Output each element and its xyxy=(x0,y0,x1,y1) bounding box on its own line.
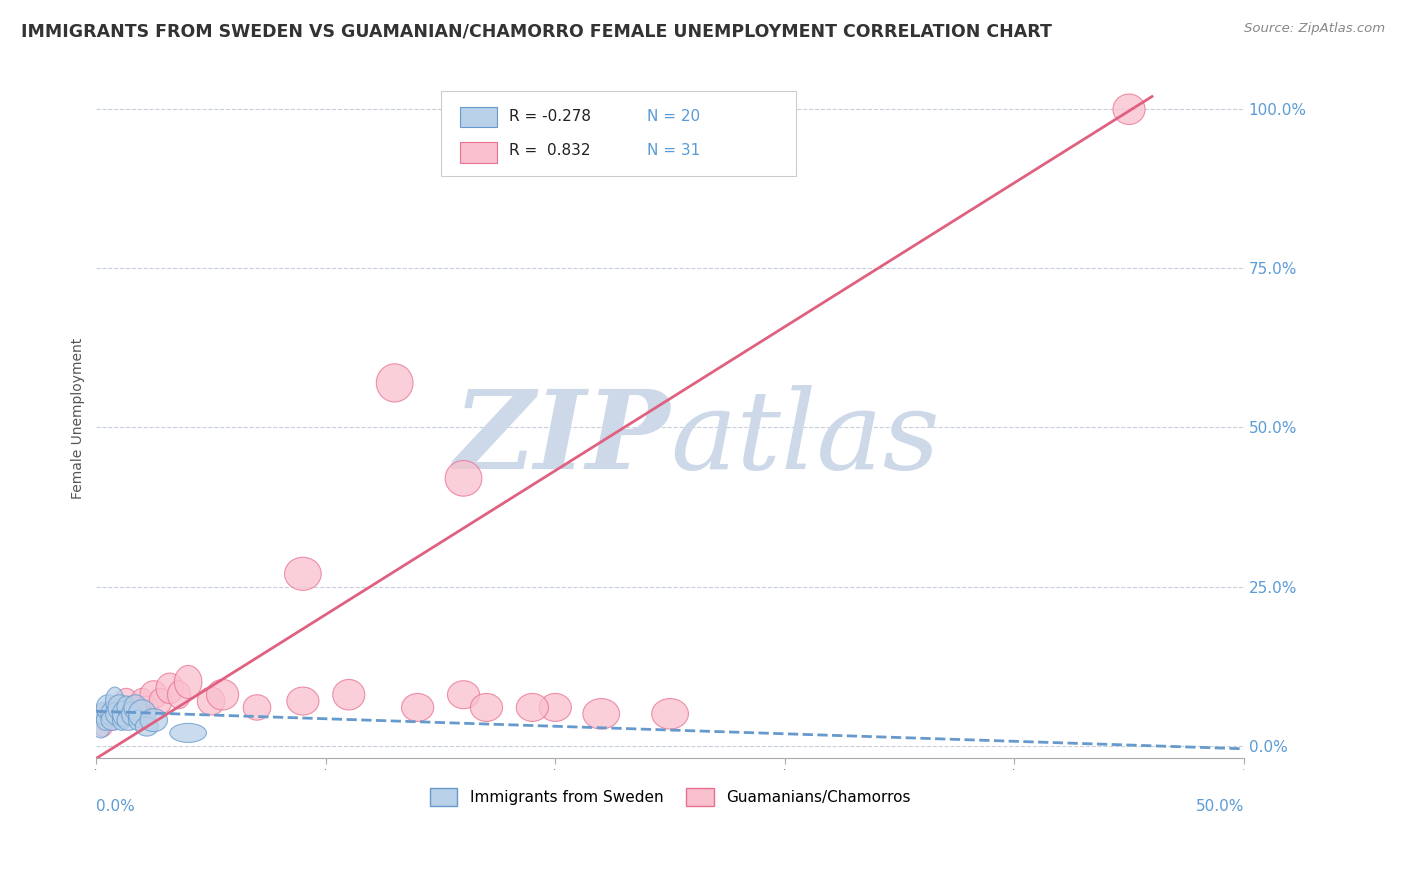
Ellipse shape xyxy=(446,460,482,496)
Text: 0.0%: 0.0% xyxy=(97,799,135,814)
Text: Source: ZipAtlas.com: Source: ZipAtlas.com xyxy=(1244,22,1385,36)
Ellipse shape xyxy=(94,716,112,737)
Ellipse shape xyxy=(128,704,146,724)
Ellipse shape xyxy=(108,695,131,720)
Ellipse shape xyxy=(287,687,319,715)
Text: 50.0%: 50.0% xyxy=(1195,799,1244,814)
Ellipse shape xyxy=(402,693,433,722)
Ellipse shape xyxy=(167,681,190,709)
Ellipse shape xyxy=(149,689,172,714)
Ellipse shape xyxy=(135,717,159,736)
Legend: Immigrants from Sweden, Guamanians/Chamorros: Immigrants from Sweden, Guamanians/Chamo… xyxy=(423,782,917,812)
Ellipse shape xyxy=(121,696,145,719)
Ellipse shape xyxy=(243,695,271,720)
Ellipse shape xyxy=(97,695,120,720)
Text: IMMIGRANTS FROM SWEDEN VS GUAMANIAN/CHAMORRO FEMALE UNEMPLOYMENT CORRELATION CHA: IMMIGRANTS FROM SWEDEN VS GUAMANIAN/CHAM… xyxy=(21,22,1052,40)
Ellipse shape xyxy=(117,696,135,719)
Ellipse shape xyxy=(91,715,110,738)
FancyBboxPatch shape xyxy=(440,91,796,177)
Ellipse shape xyxy=(156,673,184,704)
Y-axis label: Female Unemployment: Female Unemployment xyxy=(72,337,86,499)
Ellipse shape xyxy=(101,702,120,725)
Ellipse shape xyxy=(540,693,571,722)
Ellipse shape xyxy=(197,687,225,715)
Ellipse shape xyxy=(174,665,202,698)
Ellipse shape xyxy=(131,689,153,714)
Ellipse shape xyxy=(112,701,135,726)
Ellipse shape xyxy=(471,693,502,722)
Ellipse shape xyxy=(103,710,121,731)
Ellipse shape xyxy=(97,702,120,725)
Ellipse shape xyxy=(105,702,128,725)
Ellipse shape xyxy=(124,695,146,720)
FancyBboxPatch shape xyxy=(460,142,496,162)
Ellipse shape xyxy=(583,698,620,729)
Text: N = 20: N = 20 xyxy=(647,109,700,124)
Ellipse shape xyxy=(207,680,239,710)
Ellipse shape xyxy=(121,702,141,725)
Text: ZIP: ZIP xyxy=(454,384,671,492)
Ellipse shape xyxy=(94,702,112,725)
Text: R = -0.278: R = -0.278 xyxy=(509,109,592,124)
Ellipse shape xyxy=(141,681,167,709)
Ellipse shape xyxy=(333,680,364,710)
FancyBboxPatch shape xyxy=(460,107,496,128)
Ellipse shape xyxy=(170,723,207,742)
Ellipse shape xyxy=(97,710,115,731)
Text: atlas: atlas xyxy=(671,384,939,492)
Ellipse shape xyxy=(141,709,167,731)
Ellipse shape xyxy=(135,696,159,719)
Ellipse shape xyxy=(105,696,128,719)
Text: R =  0.832: R = 0.832 xyxy=(509,144,591,159)
Ellipse shape xyxy=(284,558,321,591)
Ellipse shape xyxy=(112,710,131,731)
Ellipse shape xyxy=(652,698,689,729)
Text: N = 31: N = 31 xyxy=(647,144,700,159)
Ellipse shape xyxy=(112,704,131,724)
Ellipse shape xyxy=(105,687,124,715)
Ellipse shape xyxy=(516,693,548,722)
Ellipse shape xyxy=(128,710,146,731)
Ellipse shape xyxy=(101,710,124,731)
Ellipse shape xyxy=(447,681,479,709)
Ellipse shape xyxy=(115,689,138,714)
Ellipse shape xyxy=(1114,94,1144,125)
Ellipse shape xyxy=(128,700,156,728)
Ellipse shape xyxy=(117,710,141,731)
Ellipse shape xyxy=(377,364,413,402)
